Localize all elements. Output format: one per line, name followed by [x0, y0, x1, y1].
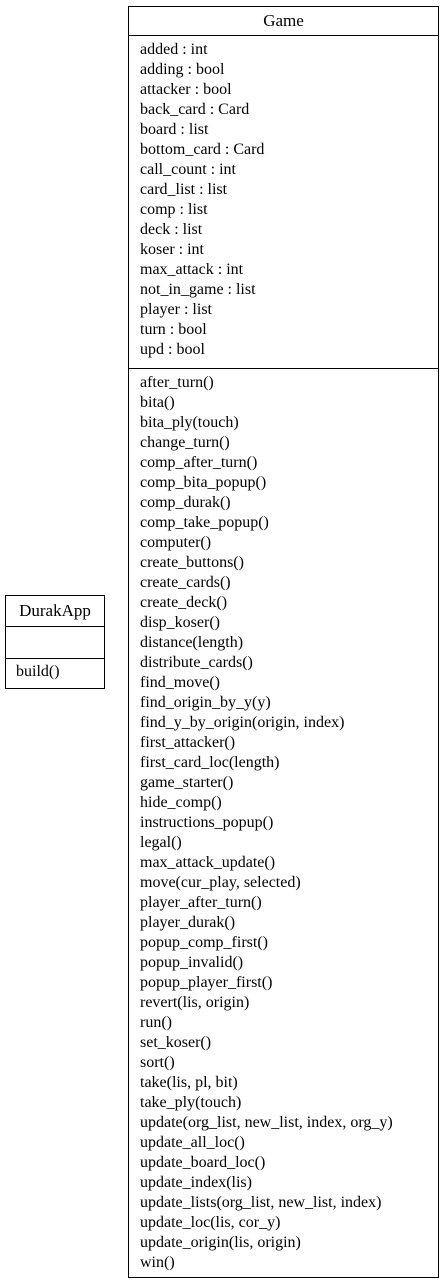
method-row: update_board_loc() — [140, 1154, 266, 1171]
method-row: popup_invalid() — [140, 954, 244, 971]
attribute-row: turn : bool — [140, 321, 207, 338]
method-row: disp_koser() — [140, 614, 220, 631]
method-row: update_lists(org_list, new_list, index) — [140, 1194, 382, 1211]
method-row: build() — [16, 663, 60, 680]
attribute-row: attacker : bool — [140, 81, 232, 98]
attributes-compartment — [6, 626, 104, 658]
attribute-row: call_count : int — [140, 161, 236, 178]
attribute-row: deck : list — [140, 221, 203, 238]
attribute-row: adding : bool — [140, 61, 225, 78]
methods-compartment: after_turn() bita() bita_ply(touch) change_… — [129, 368, 438, 1273]
method-row: find_y_by_origin(origin, index) — [140, 714, 345, 731]
method-row: bita() — [140, 394, 175, 411]
method-row: computer() — [140, 534, 212, 551]
method-row: create_buttons() — [140, 554, 244, 571]
method-row: create_deck() — [140, 594, 228, 611]
method-row: run() — [140, 1014, 172, 1031]
methods-compartment: build() — [6, 658, 104, 682]
method-row: change_turn() — [140, 434, 230, 451]
method-row: legal() — [140, 834, 182, 851]
attribute-row: card_list : list — [140, 181, 228, 198]
method-row: popup_player_first() — [140, 974, 273, 991]
attribute-row: board : list — [140, 121, 209, 138]
method-row: instructions_popup() — [140, 814, 274, 831]
method-row: popup_comp_first() — [140, 934, 268, 951]
attribute-row: bottom_card : Card — [140, 141, 265, 158]
method-row: find_move() — [140, 674, 220, 691]
method-row: max_attack_update() — [140, 854, 276, 871]
attribute-row: koser : int — [140, 241, 204, 258]
method-row: find_origin_by_y(y) — [140, 694, 271, 711]
attribute-row: back_card : Card — [140, 101, 250, 118]
method-row: distribute_cards() — [140, 654, 253, 671]
method-row: update_origin(lis, origin) — [140, 1234, 301, 1251]
method-row: take(lis, pl, bit) — [140, 1074, 238, 1091]
method-row: bita_ply(touch) — [140, 414, 239, 431]
method-row: update_index(lis) — [140, 1174, 252, 1191]
durakapp-class-box: DurakApp build() — [5, 595, 105, 689]
attribute-row: comp : list — [140, 201, 208, 218]
class-name: DurakApp — [19, 601, 91, 620]
method-row: hide_comp() — [140, 794, 222, 811]
attribute-row: not_in_game : list — [140, 281, 256, 298]
method-row: create_cards() — [140, 574, 231, 591]
method-row: set_koser() — [140, 1034, 212, 1051]
method-row: first_attacker() — [140, 734, 236, 751]
method-row: player_after_turn() — [140, 894, 262, 911]
method-row: update_all_loc() — [140, 1134, 245, 1151]
method-row: player_durak() — [140, 914, 236, 931]
attribute-row: player : list — [140, 301, 212, 318]
method-row: update(org_list, new_list, index, org_y) — [140, 1114, 393, 1131]
attributes-compartment: added : int adding : bool attacker : bool b… — [129, 35, 438, 368]
method-row: comp_after_turn() — [140, 454, 258, 471]
method-row: move(cur_play, selected) — [140, 874, 301, 891]
method-row: update_loc(lis, cor_y) — [140, 1214, 281, 1231]
attribute-row: max_attack : int — [140, 261, 244, 278]
attribute-row: upd : bool — [140, 341, 205, 358]
method-row: comp_bita_popup() — [140, 474, 267, 491]
method-row: first_card_loc(length) — [140, 754, 280, 771]
game-class-box: Game added : int adding : bool attacker : … — [128, 6, 439, 1278]
method-row: game_starter() — [140, 774, 234, 791]
method-row: comp_take_popup() — [140, 514, 269, 531]
method-row: sort() — [140, 1054, 175, 1071]
method-row: after_turn() — [140, 374, 214, 391]
method-row: distance(length) — [140, 634, 244, 651]
method-row: comp_durak() — [140, 494, 231, 511]
attribute-row: added : int — [140, 41, 208, 58]
method-row: win() — [140, 1254, 175, 1271]
method-row: revert(lis, origin) — [140, 994, 250, 1011]
class-name: Game — [263, 11, 304, 30]
method-row: take_ply(touch) — [140, 1094, 242, 1111]
